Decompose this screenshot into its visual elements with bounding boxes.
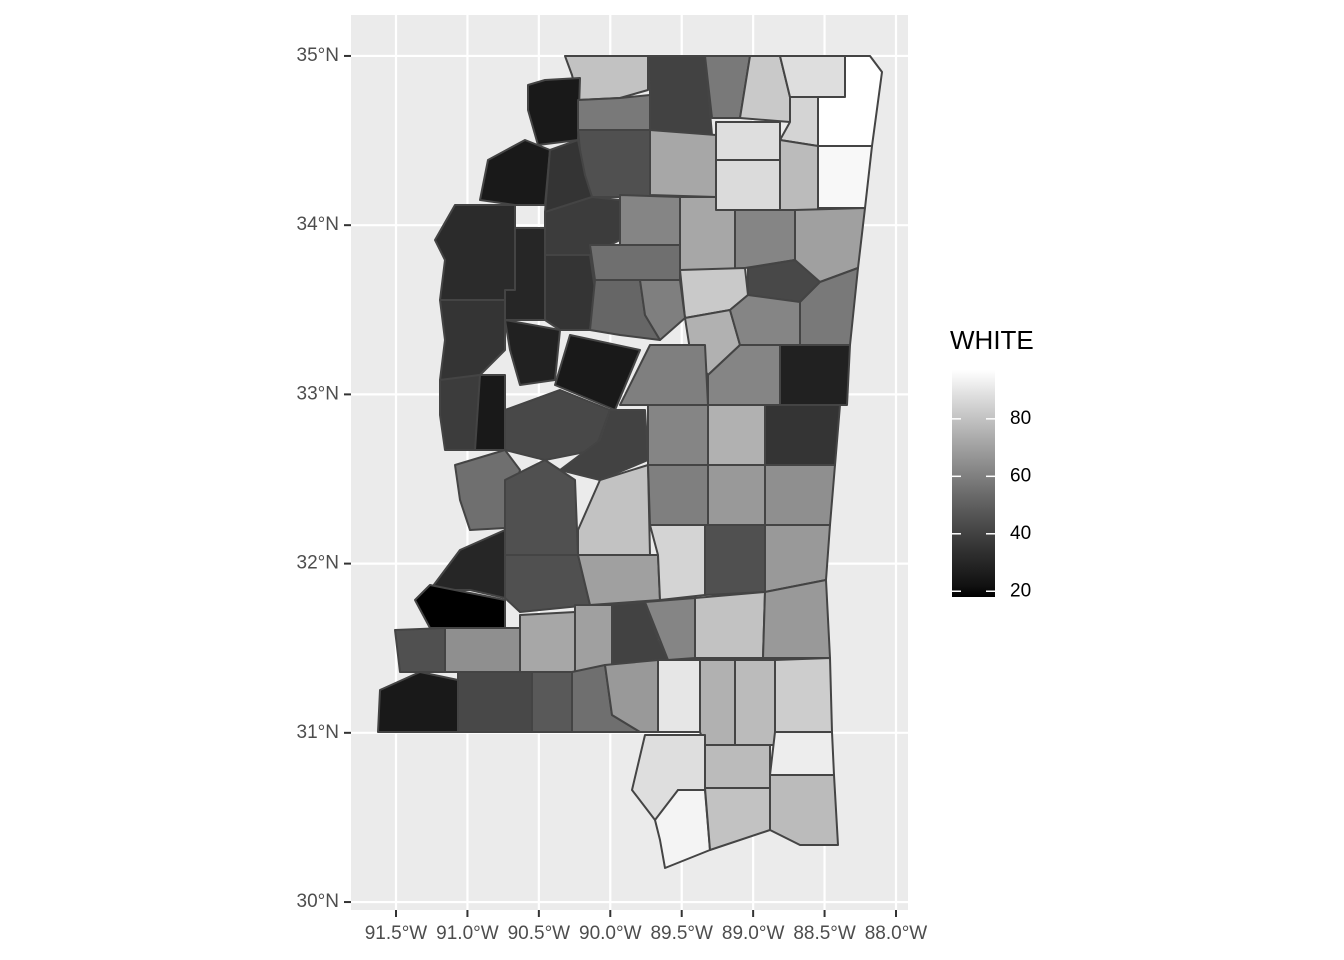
x-tick-label: 91.0°W	[436, 923, 499, 944]
y-tick-label: 35°N	[297, 45, 339, 66]
county	[414, 584, 506, 629]
county	[715, 159, 781, 211]
county	[769, 774, 839, 846]
county	[574, 604, 613, 673]
county	[531, 671, 573, 733]
legend-label: 80	[1010, 408, 1031, 429]
county	[715, 121, 781, 161]
county	[649, 524, 706, 601]
county	[504, 459, 579, 556]
y-tick-label: 30°N	[297, 891, 339, 912]
y-tick-label: 32°N	[297, 553, 339, 574]
x-tick-label: 88.0°W	[865, 923, 928, 944]
legend-label: 20	[1010, 580, 1031, 601]
y-tick-label: 31°N	[297, 722, 339, 743]
county	[439, 374, 481, 451]
county	[734, 659, 776, 746]
legend-title: WHITE	[950, 325, 1034, 355]
y-tick-label: 34°N	[297, 214, 339, 235]
x-tick-label: 90.0°W	[579, 923, 642, 944]
county	[817, 145, 873, 209]
county	[577, 554, 661, 606]
x-tick-label: 90.5°W	[508, 923, 571, 944]
county	[577, 94, 651, 131]
x-tick-label: 89.0°W	[722, 923, 785, 944]
county	[639, 279, 686, 341]
legend-label: 60	[1010, 465, 1031, 486]
x-tick-label: 91.5°W	[365, 923, 428, 944]
county	[544, 254, 596, 331]
county	[764, 464, 836, 526]
county	[527, 77, 581, 146]
county	[704, 744, 771, 789]
county	[699, 659, 736, 746]
county	[377, 671, 459, 733]
x-tick-label: 89.5°W	[650, 923, 713, 944]
county	[394, 627, 446, 673]
y-tick-label: 33°N	[297, 383, 339, 404]
county	[774, 657, 833, 733]
county	[589, 244, 681, 281]
county	[504, 554, 591, 613]
county	[729, 294, 801, 346]
county	[604, 659, 659, 733]
county	[649, 129, 717, 198]
county	[619, 194, 681, 246]
county	[519, 611, 576, 673]
county	[434, 204, 516, 301]
county	[474, 374, 506, 451]
colorbar	[952, 370, 995, 597]
county	[707, 404, 766, 466]
county	[779, 139, 819, 211]
county	[707, 464, 766, 526]
county	[647, 404, 709, 466]
county	[764, 404, 841, 466]
county	[762, 579, 831, 659]
x-tick-label: 88.5°W	[793, 923, 856, 944]
county	[779, 55, 846, 98]
county	[769, 731, 835, 776]
county	[457, 671, 533, 733]
county	[704, 524, 766, 596]
county	[647, 55, 713, 136]
county	[504, 319, 561, 386]
county	[694, 591, 766, 659]
county	[779, 344, 851, 406]
county	[647, 464, 709, 526]
county	[444, 627, 521, 673]
legend-label: 40	[1010, 523, 1031, 544]
county	[657, 659, 701, 733]
